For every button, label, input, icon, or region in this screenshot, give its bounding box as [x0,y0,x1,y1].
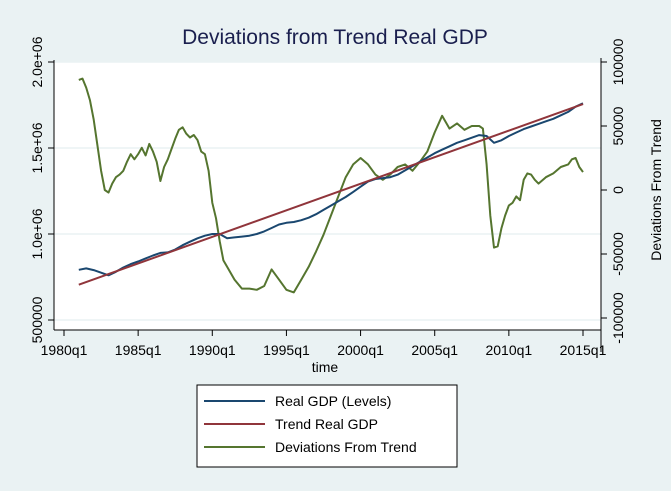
legend-item: Trend Real GDP [204,416,378,432]
legend-label: Deviations From Trend [275,439,417,455]
series-line-real-gdp-levels [78,102,584,277]
left-tick-label: 1.0e+06 [29,208,45,259]
legend-label: Trend Real GDP [275,416,378,432]
series-layer [78,77,584,294]
left-tick-label: 500000 [29,296,45,343]
x-tick-label: 2005q1 [411,342,458,358]
chart-title: Deviations from Trend Real GDP [182,26,488,49]
right-tick-label: -100000 [610,292,626,344]
right-tick-label: 50000 [610,106,626,145]
right-tick-label: 0 [610,186,626,194]
x-tick-label: 2010q1 [485,342,532,358]
x-axis-title: time [312,359,339,375]
left-tick-label: 1.5e+06 [29,122,45,173]
legend: Real GDP (Levels) Trend Real GDP Deviation… [196,384,458,468]
right-axis-title: Deviations From Trend [648,119,664,261]
legend-item: Deviations From Trend [204,439,417,455]
legend-label: Real GDP (Levels) [275,393,391,409]
x-tick-label: 2015q1 [560,342,607,358]
legend-item: Real GDP (Levels) [204,393,391,409]
left-tick-label: 2.0e+06 [29,36,45,87]
x-tick-label: 1990q1 [189,342,236,358]
right-tick-label: 100000 [610,38,626,85]
x-tick-label: 1995q1 [263,342,310,358]
series-line-deviations-from-trend [78,77,584,294]
axes: 5000001.0e+061.5e+062.0e+06-100000-50000… [29,36,626,358]
x-tick-label: 1980q1 [41,342,88,358]
grid-lines [54,61,601,321]
x-tick-label: 2000q1 [337,342,384,358]
right-tick-label: -50000 [610,232,626,276]
x-tick-label: 1985q1 [115,342,162,358]
series-line-trend-real-gdp [78,103,584,286]
legend-box [196,384,458,468]
